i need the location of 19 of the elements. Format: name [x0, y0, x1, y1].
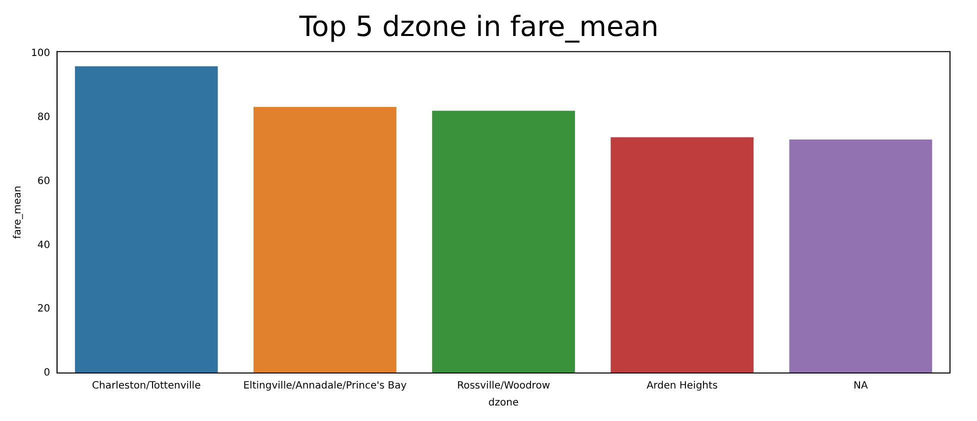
- y-axis-title: fare_mean: [12, 186, 24, 239]
- bar: [254, 106, 396, 373]
- bar: [74, 66, 218, 373]
- bar: [610, 137, 754, 373]
- y-tick-label: 100: [30, 48, 50, 60]
- x-tick-label: NA: [854, 380, 868, 392]
- x-axis-title: dzone: [488, 398, 519, 409]
- y-tick-label: 80: [37, 112, 50, 124]
- y-tick-label: 60: [37, 176, 50, 187]
- x-tick-label: Rossville/Woodrow: [457, 380, 550, 392]
- x-tick-label: Arden Heights: [646, 380, 718, 392]
- y-tick-label: 20: [37, 304, 50, 315]
- bar: [432, 110, 575, 373]
- x-tick-label: Charleston/Tottenville: [92, 380, 201, 392]
- bar: [789, 139, 932, 373]
- y-tick-label: 0: [44, 368, 50, 379]
- chart-title: Top 5 dzone in fare_mean: [298, 10, 659, 44]
- x-tick-label: Eltingville/Annadale/Prince's Bay: [243, 380, 407, 392]
- y-tick-label: 40: [37, 240, 50, 251]
